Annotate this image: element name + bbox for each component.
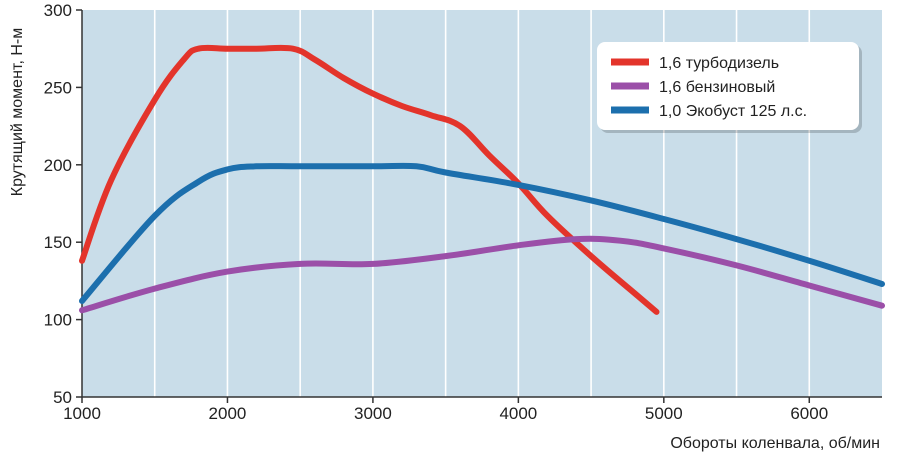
legend-item-ecoboost: 1,0 Экобуст 125 л.с. [611, 103, 807, 120]
y-tick-label: 250 [44, 78, 72, 97]
x-tick-label: 1000 [63, 404, 101, 423]
legend-label: 1,6 бензиновый [659, 79, 775, 96]
y-axis-title: Крутящий момент, Н-м [9, 28, 26, 196]
legend-label: 1,6 турбодизель [659, 55, 779, 72]
x-axis-title: Обороты коленвала, об/мин [670, 435, 880, 452]
x-tick-label: 2000 [209, 404, 247, 423]
series-line-turbodiesel [79, 44, 660, 315]
x-tick-label: 4000 [499, 404, 537, 423]
y-tick-label: 100 [44, 311, 72, 330]
series-line-ecoboost [79, 162, 885, 304]
x-tick-label: 3000 [354, 404, 392, 423]
legend-label: 1,0 Экобуст 125 л.с. [659, 103, 807, 120]
y-tick-label: 150 [44, 233, 72, 252]
y-tick-label: 50 [53, 388, 72, 407]
series-line-petrol [79, 235, 885, 314]
legend-box [597, 42, 859, 130]
legend-item-turbodiesel: 1,6 турбодизель [611, 55, 779, 72]
x-tick-label: 5000 [645, 404, 683, 423]
y-tick-label: 300 [44, 1, 72, 20]
legend-item-petrol: 1,6 бензиновый [611, 79, 775, 96]
x-tick-label: 6000 [790, 404, 828, 423]
y-tick-label: 200 [44, 156, 72, 175]
